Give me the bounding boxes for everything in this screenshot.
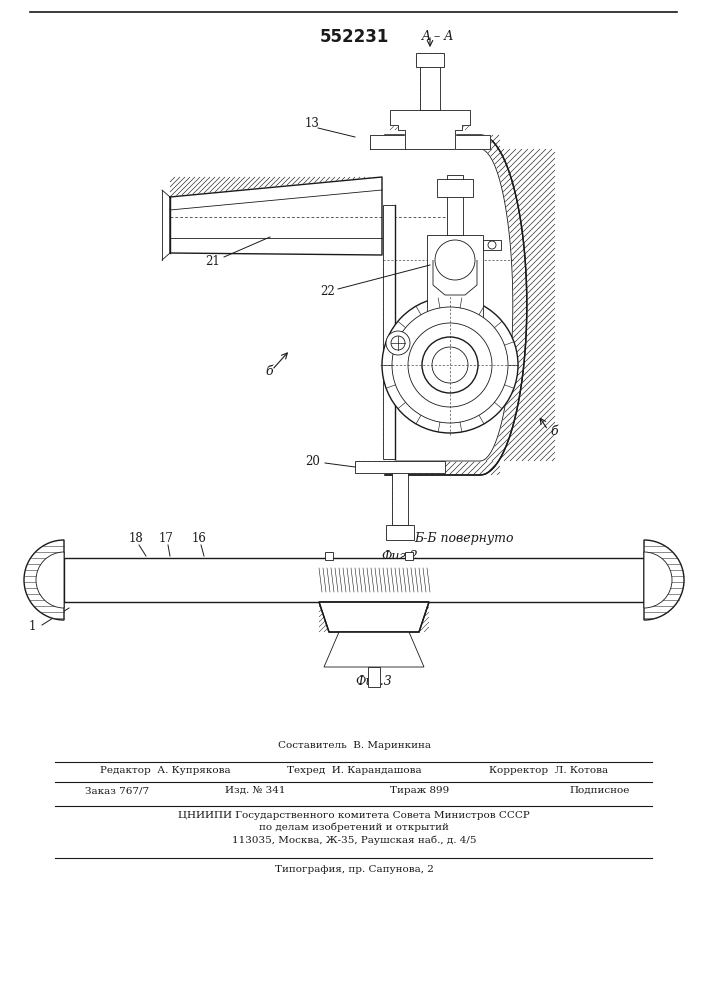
Text: 16: 16 xyxy=(192,532,207,545)
Circle shape xyxy=(435,240,475,280)
Circle shape xyxy=(422,337,478,393)
Wedge shape xyxy=(644,540,684,620)
Polygon shape xyxy=(390,110,470,149)
Text: Редактор  А. Купрякова: Редактор А. Купрякова xyxy=(100,766,230,775)
Wedge shape xyxy=(36,552,64,608)
Text: Тираж 899: Тираж 899 xyxy=(390,786,450,795)
Text: 18: 18 xyxy=(129,532,144,545)
Text: 22: 22 xyxy=(320,285,334,298)
Wedge shape xyxy=(644,552,672,608)
Text: Подписное: Подписное xyxy=(570,786,630,795)
Text: Составитель  В. Маринкина: Составитель В. Маринкина xyxy=(278,741,431,750)
Bar xyxy=(383,205,395,459)
Text: A – A: A – A xyxy=(422,30,454,43)
Bar xyxy=(447,175,463,235)
Bar xyxy=(392,469,408,525)
Polygon shape xyxy=(319,602,429,632)
Circle shape xyxy=(392,307,508,423)
Circle shape xyxy=(382,297,518,433)
Bar xyxy=(420,65,440,110)
Bar xyxy=(427,235,483,320)
Text: 20: 20 xyxy=(305,455,320,468)
Bar xyxy=(325,552,333,560)
Bar xyxy=(368,667,380,687)
Text: 21: 21 xyxy=(205,255,220,268)
Text: б: б xyxy=(265,365,273,378)
Polygon shape xyxy=(170,177,382,255)
Text: Изд. № 341: Изд. № 341 xyxy=(225,786,285,795)
Bar xyxy=(437,179,473,197)
Text: Фиг.3: Фиг.3 xyxy=(356,675,392,688)
Polygon shape xyxy=(370,135,490,149)
Text: 552231: 552231 xyxy=(320,28,389,46)
Bar xyxy=(386,525,414,540)
Text: Типография, пр. Сапунова, 2: Типография, пр. Сапунова, 2 xyxy=(274,865,433,874)
Bar xyxy=(383,205,395,459)
Text: Фиг.2: Фиг.2 xyxy=(382,550,419,563)
Text: Б-Б повернуто: Б-Б повернуто xyxy=(414,532,513,545)
Circle shape xyxy=(391,336,405,350)
Bar xyxy=(483,240,501,250)
Circle shape xyxy=(488,241,496,249)
Bar xyxy=(355,461,445,473)
Text: 13: 13 xyxy=(305,117,320,130)
Polygon shape xyxy=(324,632,424,667)
Text: 17: 17 xyxy=(159,532,174,545)
Bar xyxy=(64,558,644,602)
Text: ЦНИИПИ Государственного комитета Совета Министров СССР: ЦНИИПИ Государственного комитета Совета … xyxy=(178,811,530,820)
Circle shape xyxy=(386,331,410,355)
Bar xyxy=(416,53,444,67)
Text: Техред  И. Карандашова: Техред И. Карандашова xyxy=(286,766,421,775)
Circle shape xyxy=(432,347,468,383)
Bar xyxy=(405,552,413,560)
Text: б: б xyxy=(550,425,558,438)
Text: Корректор  Л. Котова: Корректор Л. Котова xyxy=(489,766,608,775)
Wedge shape xyxy=(24,540,64,620)
Text: Заказ 767/7: Заказ 767/7 xyxy=(85,786,149,795)
Polygon shape xyxy=(385,135,527,475)
Text: 113035, Москва, Ж-35, Раушская наб., д. 4/5: 113035, Москва, Ж-35, Раушская наб., д. … xyxy=(232,836,477,845)
Text: 1: 1 xyxy=(29,620,36,633)
Polygon shape xyxy=(395,149,513,461)
Text: по делам изобретений и открытий: по делам изобретений и открытий xyxy=(259,822,449,832)
Circle shape xyxy=(408,323,492,407)
